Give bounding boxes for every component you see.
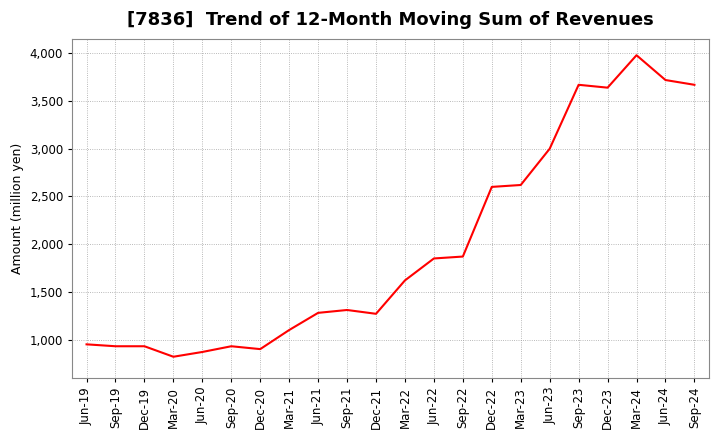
- Y-axis label: Amount (million yen): Amount (million yen): [11, 143, 24, 274]
- Title: [7836]  Trend of 12-Month Moving Sum of Revenues: [7836] Trend of 12-Month Moving Sum of R…: [127, 11, 654, 29]
